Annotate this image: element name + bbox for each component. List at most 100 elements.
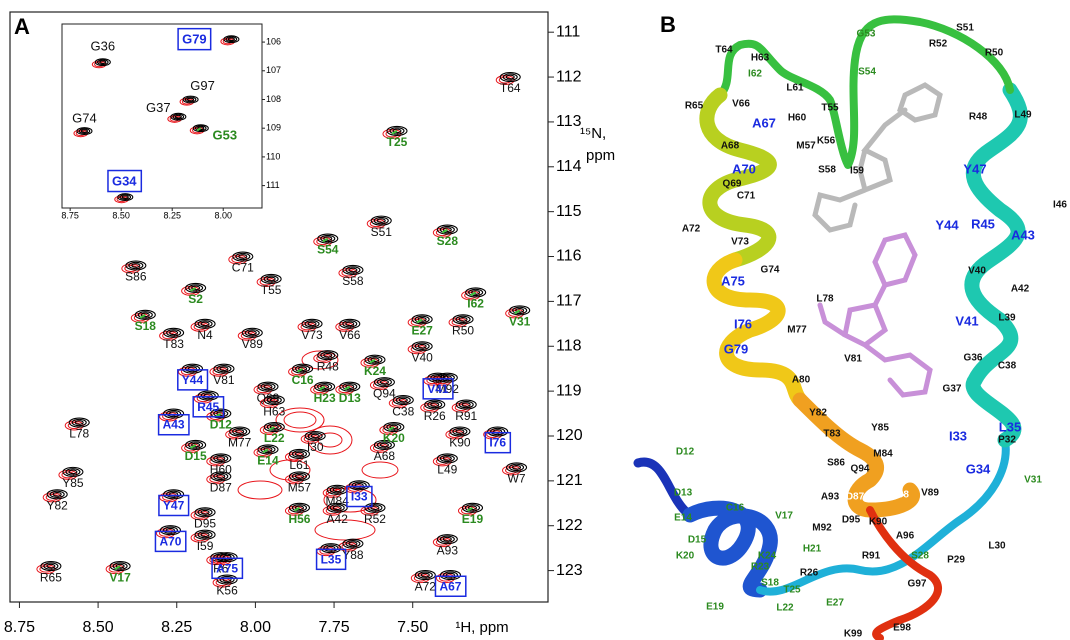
peak-contour xyxy=(436,534,458,545)
residue-label: R50 xyxy=(985,48,1004,59)
peak-contour xyxy=(192,124,209,133)
residue-label: M77 xyxy=(787,325,807,336)
shift-line xyxy=(369,358,376,364)
residue-label: A96 xyxy=(896,531,915,542)
peak-contour xyxy=(515,308,525,313)
peak-contour xyxy=(200,391,216,400)
residue-label: I33 xyxy=(949,428,967,443)
peak-label: T83 xyxy=(163,337,184,351)
residue-label: Y88 xyxy=(891,490,909,501)
peak-contour xyxy=(332,505,342,511)
peak-contour xyxy=(216,364,232,373)
residue-label: V73 xyxy=(731,237,749,248)
peak xyxy=(155,525,182,539)
peak-contour xyxy=(452,427,468,436)
y-tick-label: 111 xyxy=(266,180,280,190)
peak-contour xyxy=(78,128,91,134)
peak xyxy=(73,127,93,138)
y-tick-label: 112 xyxy=(556,68,582,85)
peak-label: S28 xyxy=(437,234,459,248)
residue-label: D15 xyxy=(688,535,707,546)
peak-contour xyxy=(71,418,87,427)
residue-label: R45 xyxy=(971,216,995,231)
peak-contour xyxy=(467,505,478,511)
peak-contour xyxy=(373,216,389,225)
residue-label: G53 xyxy=(857,29,876,40)
peak xyxy=(64,417,90,431)
peak-contour xyxy=(188,284,204,292)
peak-label: V41 xyxy=(427,382,449,396)
peak-label: R26 xyxy=(424,409,446,423)
peak-label: R50 xyxy=(452,324,474,338)
peak-contour xyxy=(74,420,84,425)
residue-label: I46 xyxy=(1053,200,1067,211)
residue-label: V17 xyxy=(775,511,793,522)
peak-contour xyxy=(76,127,93,135)
shift-line xyxy=(196,127,202,132)
peak-contour xyxy=(194,125,207,132)
peak-contour xyxy=(223,35,240,44)
y-tick-label: 111 xyxy=(556,23,580,40)
peak-label: K90 xyxy=(449,436,471,450)
residue-label: G79 xyxy=(724,341,749,356)
residue-label: L39 xyxy=(998,313,1016,324)
peak-contour xyxy=(49,490,65,499)
residue-label: G36 xyxy=(964,353,983,364)
peak-contour xyxy=(348,480,370,491)
peak-contour xyxy=(298,366,308,372)
peak-contour xyxy=(471,290,481,295)
peak-contour xyxy=(430,402,440,407)
peak xyxy=(388,395,414,409)
peak-contour xyxy=(339,318,361,329)
residue-label: V81 xyxy=(844,354,862,365)
residue-label: K24 xyxy=(758,551,777,562)
peak-contour xyxy=(345,266,361,274)
peak-label: D13 xyxy=(339,391,361,405)
peak-label: V40 xyxy=(411,350,433,364)
panel-label: A xyxy=(14,14,30,39)
peak-contour xyxy=(166,329,182,337)
peak-contour xyxy=(427,400,443,409)
peak-contour xyxy=(420,572,430,578)
peak-label: L22 xyxy=(264,431,285,445)
peak-contour xyxy=(455,429,465,434)
peak-contour xyxy=(229,426,251,437)
peak-contour xyxy=(370,505,380,511)
residue-label: R26 xyxy=(800,568,819,579)
peak xyxy=(338,538,364,552)
peak-contour xyxy=(461,402,471,407)
peak-contour xyxy=(170,112,187,121)
peak-contour xyxy=(191,442,201,448)
label-box xyxy=(434,575,467,598)
peak-contour xyxy=(166,409,182,418)
peak-label: A72 xyxy=(415,579,437,593)
peak-contour xyxy=(197,390,219,401)
peak xyxy=(382,125,408,139)
peak-contour xyxy=(119,194,132,201)
peak-contour xyxy=(511,465,522,470)
residue-label: S18 xyxy=(761,578,779,589)
peak xyxy=(407,341,433,355)
peak-contour xyxy=(219,575,235,584)
peak-contour xyxy=(392,128,402,134)
peak-contour xyxy=(257,444,279,455)
peak-contour xyxy=(317,382,333,391)
peak xyxy=(105,561,131,575)
peak-contour xyxy=(291,472,308,481)
peak-label: K24 xyxy=(364,364,386,378)
peak xyxy=(259,395,285,409)
peak-contour xyxy=(137,311,153,319)
peak-contour xyxy=(213,454,229,463)
y-tick-label: 107 xyxy=(266,65,281,75)
peak-contour xyxy=(465,287,487,298)
peak xyxy=(457,502,484,516)
peak-label: G53 xyxy=(212,128,237,143)
peak-label: A43 xyxy=(163,418,185,432)
peak-contour xyxy=(329,504,345,512)
peak-contour xyxy=(505,74,515,80)
peak-contour xyxy=(184,96,197,103)
peak-label: E19 xyxy=(462,512,484,526)
x-tick-label: 8.75 xyxy=(61,210,79,220)
residue-label: D12 xyxy=(676,447,695,458)
peak-contour xyxy=(373,439,395,451)
